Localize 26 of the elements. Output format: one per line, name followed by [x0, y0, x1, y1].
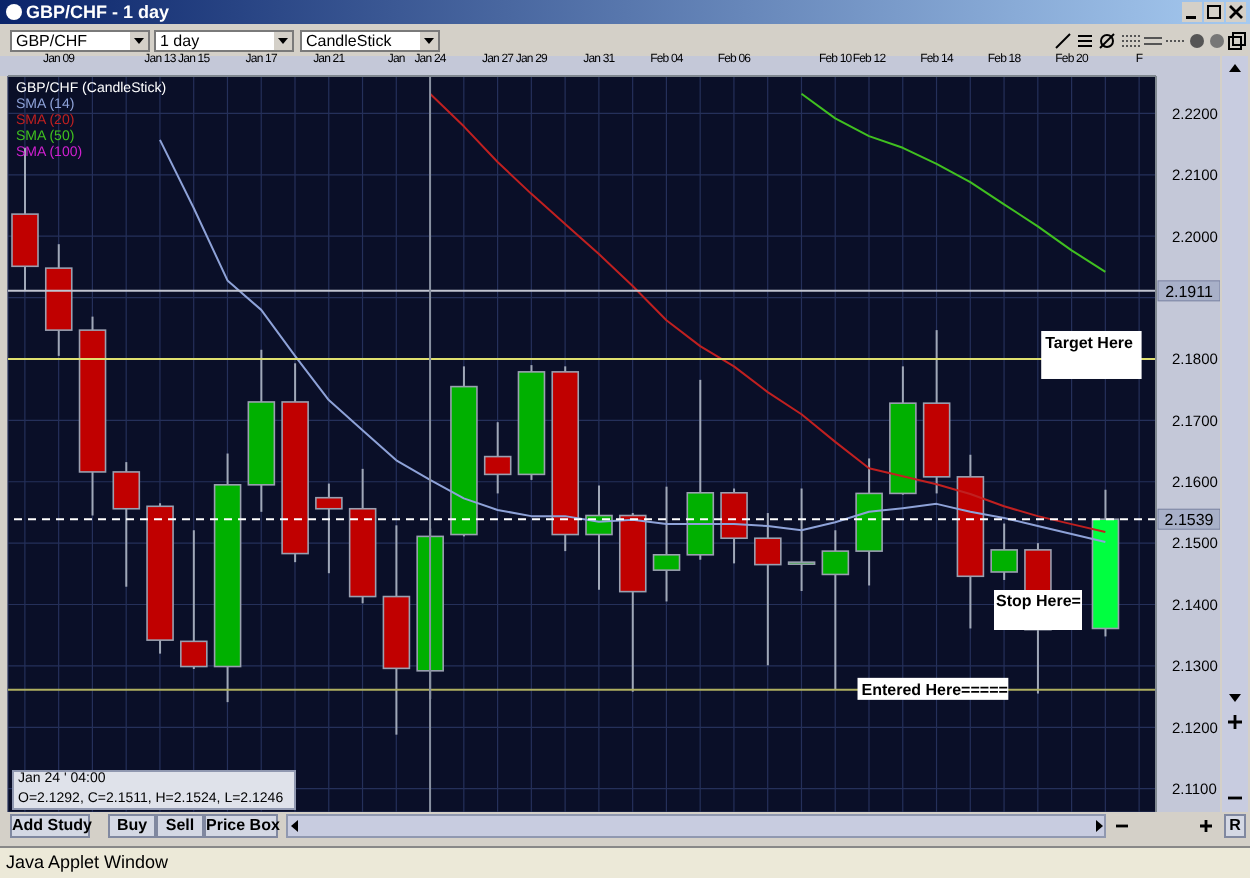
candlestick — [821, 529, 850, 691]
candlestick — [112, 461, 141, 588]
ref-line-label: Entered Here===== — [861, 680, 1009, 699]
chart-title: GBP/CHF - 1 day — [26, 0, 170, 24]
text: R — [1224, 814, 1246, 838]
candlestick — [652, 485, 681, 603]
candlestick — [754, 512, 782, 667]
text: Add Study — [10, 814, 92, 838]
candlestick — [720, 487, 748, 565]
text: GBP/CHF — [16, 32, 88, 50]
candlestick — [315, 482, 343, 575]
text: CandleStick — [306, 32, 392, 50]
text: 1 day — [160, 32, 200, 50]
ref-line-label: 2.1911 — [1165, 282, 1214, 301]
text: Price Box — [204, 814, 280, 838]
text: Sell — [156, 814, 204, 838]
ref-line-label: 2.1539 — [1164, 511, 1215, 530]
ref-line-label: Target Here — [1045, 333, 1135, 352]
candlestick — [990, 522, 1018, 581]
candlestick — [180, 529, 208, 670]
text: Buy — [108, 814, 156, 838]
candlestick — [483, 421, 512, 495]
text: Java Applet Window — [6, 850, 171, 874]
line-series — [800, 92, 1107, 273]
annotation: Stop Here= — [994, 590, 1082, 630]
candlestick — [787, 487, 816, 593]
